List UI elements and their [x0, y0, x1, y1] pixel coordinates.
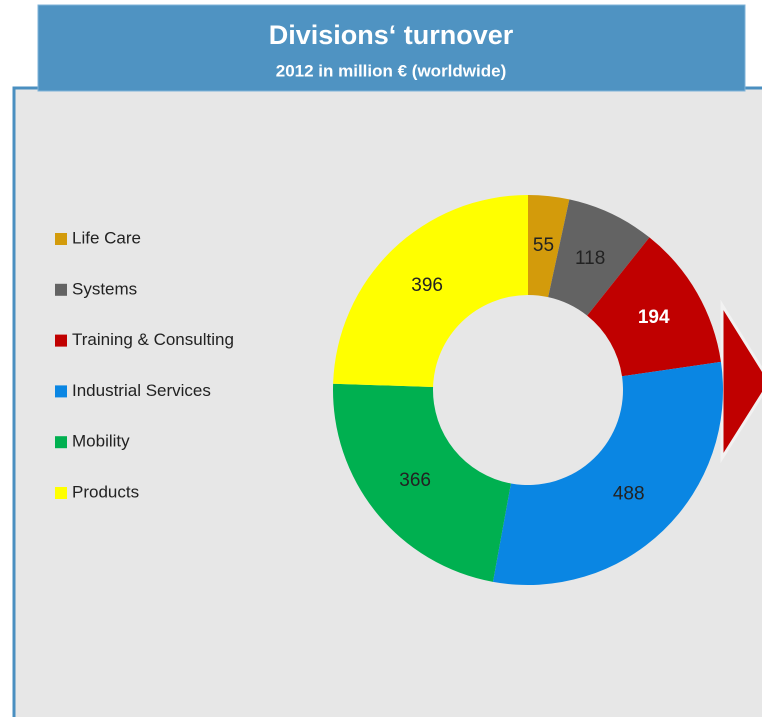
legend-label: Mobility	[72, 432, 130, 451]
data-label: 488	[613, 483, 645, 504]
legend-label: Training & Consulting	[72, 330, 234, 349]
chart-title: Divisions‘ turnover	[269, 20, 514, 50]
slice	[333, 383, 511, 582]
legend-label: Industrial Services	[72, 381, 211, 400]
chart-subtitle: 2012 in million € (worldwide)	[276, 61, 507, 80]
data-label: 194	[638, 307, 670, 328]
data-label: 366	[399, 470, 431, 491]
legend-swatch	[55, 233, 67, 245]
slice	[528, 195, 570, 298]
legend-swatch	[55, 436, 67, 449]
slice	[587, 237, 721, 377]
legend-label: Systems	[72, 279, 137, 298]
legend-swatch	[55, 334, 67, 347]
slice	[548, 199, 650, 316]
data-label: 55	[533, 235, 554, 256]
header	[37, 4, 746, 92]
legend-label: Life Care	[72, 228, 141, 247]
legend-swatch	[55, 283, 67, 296]
slice	[492, 361, 723, 586]
legend-swatch	[55, 487, 67, 499]
slice	[333, 195, 528, 387]
legend-label: Products	[72, 482, 139, 501]
data-label: 118	[575, 248, 605, 269]
legend-swatch	[55, 385, 67, 398]
data-label: 396	[411, 275, 443, 296]
